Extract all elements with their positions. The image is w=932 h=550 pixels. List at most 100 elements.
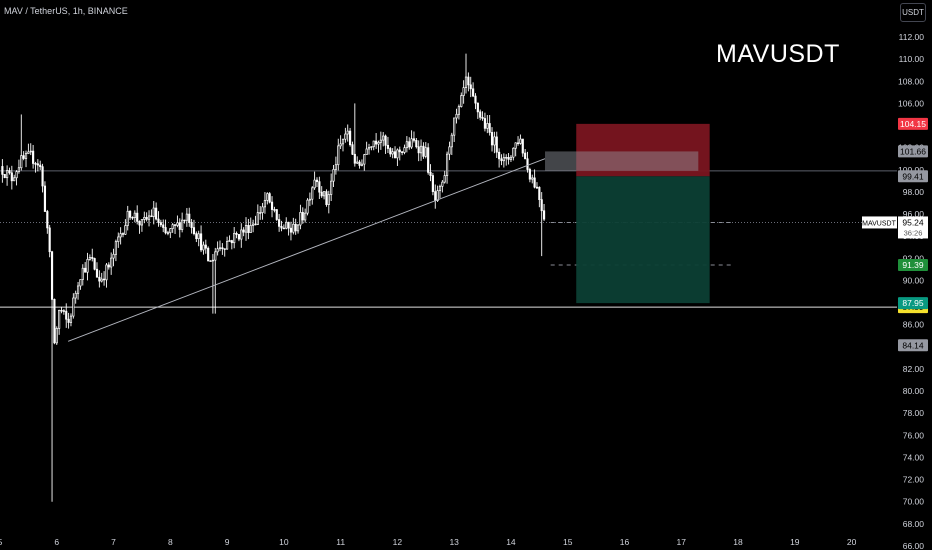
candle-body [450, 134, 453, 148]
candle-body [469, 84, 472, 90]
candle-body [261, 206, 264, 213]
candle-body [91, 257, 94, 259]
candle-body [32, 150, 35, 164]
target-price-label-bg [898, 297, 928, 310]
candle-body [282, 227, 285, 230]
y-tick-label: 80.00 [903, 386, 925, 396]
currency-button[interactable]: USDT [900, 3, 926, 22]
candle-body [247, 225, 250, 234]
candle-body [280, 226, 283, 229]
time-axis[interactable]: 5 6 7 8 9 10 11 12 13 14 15 16 17 18 19 20 [0, 537, 857, 547]
candle-body [162, 224, 165, 228]
candle-body [325, 191, 328, 205]
candle-body [315, 179, 319, 182]
candle-body [412, 138, 416, 141]
candle-body [138, 221, 141, 226]
candle-body [143, 217, 146, 220]
candle-body [209, 260, 212, 262]
candle-body [173, 224, 177, 226]
x-tick-label: 20 [847, 537, 857, 547]
candle-body [531, 177, 534, 180]
candle-body [367, 147, 371, 150]
y-tick-label: 110.00 [899, 54, 925, 64]
candle-body [207, 247, 210, 262]
candle-body [351, 144, 354, 155]
candle-body [370, 146, 373, 148]
candle-body [358, 161, 361, 166]
candle-body [6, 170, 9, 179]
y-tick-label: 74.00 [903, 452, 925, 462]
candle-body [3, 174, 6, 179]
candle-body [159, 222, 162, 226]
y-tick-label: 76.00 [903, 430, 925, 440]
candle-body [233, 233, 236, 244]
position-zones [545, 123, 710, 304]
candle-body [1, 166, 4, 175]
candle-body [39, 164, 42, 168]
candle-body [422, 145, 425, 157]
candle-body [346, 130, 349, 135]
y-tick-label: 112.00 [899, 32, 925, 42]
candle-body [67, 318, 70, 323]
candle-body [514, 142, 517, 149]
candle-body [117, 236, 120, 242]
candle-body [76, 285, 80, 294]
candle-body [112, 253, 115, 259]
low-price-label: 84.14 [902, 340, 924, 350]
candle-body [98, 276, 101, 282]
candle-body [521, 138, 524, 154]
candle-body [48, 227, 51, 253]
candle-body [438, 185, 442, 191]
candle-body [386, 144, 390, 149]
candle-body [270, 201, 274, 210]
tp-price-label: 91.39 [902, 260, 924, 270]
candle-body [126, 210, 129, 226]
candle-body [393, 151, 397, 159]
candle-body [214, 251, 217, 261]
x-tick-label: 13 [449, 537, 459, 547]
candle-body [457, 106, 460, 115]
candle-body [110, 257, 113, 268]
candle-body [453, 117, 456, 136]
x-tick-label: 17 [677, 537, 687, 547]
low-price-label-bg [898, 339, 928, 352]
candle-body [62, 310, 65, 312]
candle-body [332, 168, 335, 182]
candle-body [294, 223, 297, 232]
price-axis[interactable]: 66.00 68.00 70.00 72.00 74.00 76.00 78.00 80.00… [898, 32, 924, 550]
candle-body [441, 181, 444, 187]
candle-body [13, 177, 16, 182]
candle-body [308, 198, 311, 201]
candle-body [53, 299, 56, 344]
candle-body [505, 157, 508, 159]
candle-body [334, 164, 337, 170]
candle-body [542, 210, 546, 220]
candle-body [533, 177, 536, 188]
candle-body [60, 309, 63, 312]
candle-body [27, 151, 30, 154]
candle-body [278, 219, 281, 227]
candle-body [216, 248, 219, 253]
candle-body [93, 258, 96, 270]
candle-body [467, 76, 470, 86]
candle-body [493, 136, 496, 146]
x-tick-label: 10 [279, 537, 289, 547]
candle-body [500, 158, 503, 162]
candle-body [268, 193, 271, 203]
candle-body [43, 185, 47, 212]
horizontal-levels [0, 170, 897, 308]
candle-body [263, 199, 267, 208]
candle-body [157, 218, 160, 223]
candle-body [171, 224, 174, 229]
candle-body [292, 223, 295, 233]
candle-body [398, 149, 401, 153]
x-tick-label: 18 [733, 537, 743, 547]
candle-body [273, 209, 276, 211]
candle-body [353, 153, 356, 164]
candle-body [434, 191, 437, 201]
current-price-bg [898, 216, 928, 239]
candle-body [114, 241, 117, 255]
candle-body [382, 135, 385, 141]
candle-body [486, 123, 489, 129]
